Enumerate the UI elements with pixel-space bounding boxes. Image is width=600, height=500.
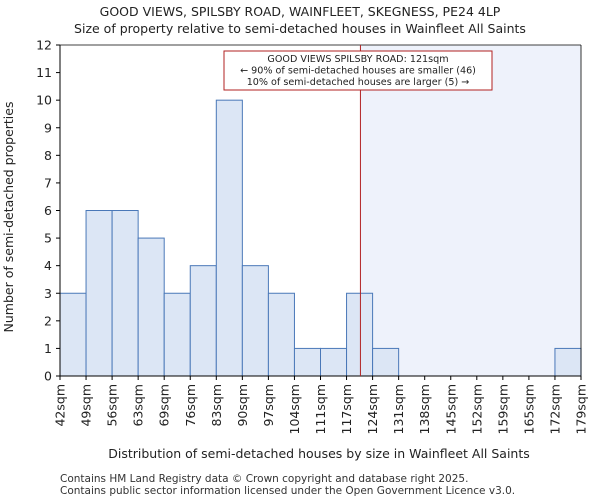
bar-69sqm bbox=[163, 292, 191, 377]
x-tick-label: 131sqm bbox=[391, 384, 406, 434]
bar-56sqm bbox=[111, 210, 139, 377]
x-tick-label: 172sqm bbox=[547, 384, 562, 434]
x-tick-label: 56sqm bbox=[105, 384, 120, 427]
bar-90sqm bbox=[241, 265, 269, 377]
x-tick-label: 69sqm bbox=[157, 384, 172, 427]
y-axis-label: Number of semi-detached properties bbox=[1, 102, 16, 333]
bar-124sqm bbox=[372, 347, 400, 377]
bar-83sqm bbox=[215, 99, 243, 377]
bar-49sqm bbox=[85, 210, 113, 377]
y-tick-label: 10 bbox=[36, 93, 52, 108]
bar-117sqm bbox=[346, 292, 374, 377]
x-tick-label: 165sqm bbox=[521, 384, 536, 434]
chart-subtitle: Size of property relative to semi-detach… bbox=[74, 21, 526, 36]
x-tick-label: 117sqm bbox=[339, 384, 354, 434]
y-tick-label: 6 bbox=[44, 203, 52, 218]
footer-copyright: Contains HM Land Registry data © Crown c… bbox=[60, 473, 469, 485]
y-tick-label: 2 bbox=[44, 313, 52, 328]
bar-76sqm bbox=[189, 265, 217, 377]
x-tick-label: 76sqm bbox=[183, 384, 198, 427]
y-tick-label: 3 bbox=[44, 286, 52, 301]
x-tick-label: 152sqm bbox=[469, 384, 484, 434]
y-tick-label: 12 bbox=[36, 38, 52, 53]
annotation-line-3: 10% of semi-detached houses are larger (… bbox=[247, 77, 470, 88]
y-tick-label: 9 bbox=[44, 120, 52, 135]
y-tick-label: 8 bbox=[44, 148, 52, 163]
x-tick-label: 159sqm bbox=[495, 384, 510, 434]
x-tick-label: 49sqm bbox=[79, 384, 94, 427]
x-tick-label: 42sqm bbox=[53, 384, 68, 427]
chart-title: GOOD VIEWS, SPILSBY ROAD, WAINFLEET, SKE… bbox=[99, 4, 501, 19]
y-tick-label: 4 bbox=[44, 258, 52, 273]
x-tick-label: 111sqm bbox=[313, 384, 328, 434]
x-axis-label: Distribution of semi-detached houses by … bbox=[108, 446, 530, 461]
x-tick-label: 83sqm bbox=[209, 384, 224, 427]
x-tick-label: 179sqm bbox=[574, 384, 589, 434]
x-tick-label: 90sqm bbox=[235, 384, 250, 427]
x-tick-label: 138sqm bbox=[417, 384, 432, 434]
x-tick-label: 104sqm bbox=[287, 384, 302, 434]
bar-42sqm bbox=[59, 292, 87, 377]
y-tick-label: 0 bbox=[44, 369, 52, 384]
annotation-line-2: ← 90% of semi-detached houses are smalle… bbox=[240, 66, 476, 77]
annotation-line-1: GOOD VIEWS SPILSBY ROAD: 121sqm bbox=[267, 54, 448, 65]
x-tick-label: 124sqm bbox=[365, 384, 380, 434]
y-tick-label: 11 bbox=[36, 65, 52, 80]
bar-172sqm bbox=[554, 347, 582, 377]
footer-licence: Contains public sector information licen… bbox=[60, 485, 516, 497]
y-tick-label: 5 bbox=[44, 231, 52, 246]
bar-97sqm bbox=[267, 292, 295, 377]
y-tick-label: 7 bbox=[44, 175, 52, 190]
annotation-box bbox=[223, 50, 493, 91]
x-tick-label: 63sqm bbox=[131, 384, 146, 427]
y-tick-label: 1 bbox=[44, 341, 52, 356]
larger-region-shade bbox=[360, 45, 581, 376]
bar-104sqm bbox=[293, 347, 322, 377]
x-tick-label: 145sqm bbox=[443, 384, 458, 434]
bar-63sqm bbox=[137, 237, 165, 377]
x-tick-label: 97sqm bbox=[261, 384, 276, 427]
bar-111sqm bbox=[320, 347, 348, 377]
